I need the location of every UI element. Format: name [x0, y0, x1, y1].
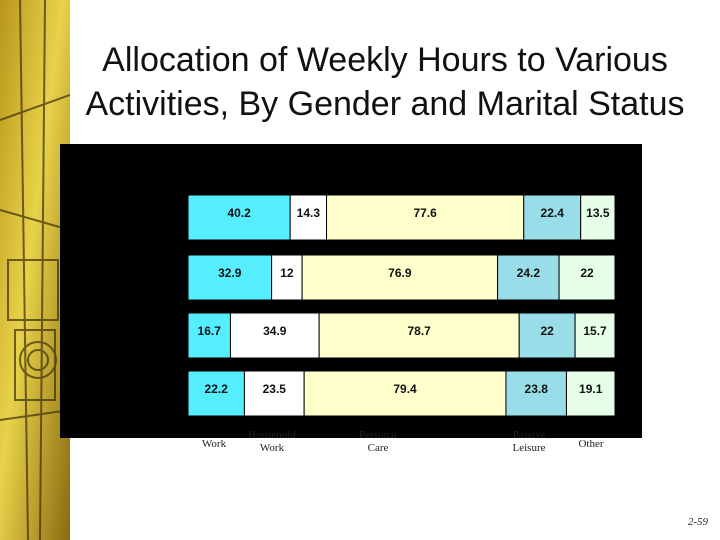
bar-passive-leisure-row-2: [497, 254, 560, 301]
value-label-other-row-3: 15.7: [583, 324, 607, 338]
value-label-personal-care-row-1: 77.6: [413, 206, 437, 220]
bar-personal-care-row-1: [326, 194, 525, 241]
value-label-passive-leisure-row-4: 23.8: [525, 382, 549, 396]
title-line-2: Activities, By Gender and Marital Status: [85, 85, 685, 123]
value-label-passive-leisure-row-1: 22.4: [541, 206, 565, 220]
bar-household-work-row-4: [243, 370, 305, 417]
bar-other-row-3: [574, 312, 616, 359]
bar-personal-care-row-3: [318, 312, 520, 359]
bar-work-row-3: [187, 312, 231, 359]
value-label-work-row-1: 40.2: [227, 206, 251, 220]
value-label-other-row-2: 22: [580, 266, 594, 280]
value-label-personal-care-row-4: 79.4: [393, 382, 417, 396]
bar-work-row-4: [187, 370, 245, 417]
bar-household-work-row-3: [229, 312, 320, 359]
value-label-household-work-row-2: 12: [280, 266, 294, 280]
legend-label-other: Other: [578, 438, 603, 450]
decorative-side-image: [0, 0, 70, 540]
bar-other-row-1: [580, 194, 616, 241]
legend-label-personal-care: Personal Care: [359, 429, 397, 454]
value-label-household-work-row-1: 14.3: [297, 206, 321, 220]
value-label-work-row-4: 22.2: [205, 382, 229, 396]
bar-other-row-4: [565, 370, 616, 417]
bar-work-row-1: [187, 194, 291, 241]
bar-passive-leisure-row-3: [518, 312, 576, 359]
legend-label-passive-leisure: Passive Leisure: [513, 429, 546, 454]
legend-label-household-work: Household Work: [248, 429, 296, 454]
value-label-household-work-row-4: 23.5: [263, 382, 287, 396]
value-label-work-row-2: 32.9: [218, 266, 242, 280]
value-label-passive-leisure-row-2: 24.2: [517, 266, 541, 280]
page-number: 2-59: [687, 516, 708, 528]
title-line-1: Allocation of Weekly Hours to Various: [102, 41, 668, 79]
bar-passive-leisure-row-4: [505, 370, 567, 417]
value-label-household-work-row-3: 34.9: [263, 324, 287, 338]
value-label-personal-care-row-2: 76.9: [388, 266, 412, 280]
value-label-personal-care-row-3: 78.7: [407, 324, 431, 338]
value-label-work-row-3: 16.7: [198, 324, 222, 338]
bar-household-work-row-2: [271, 254, 303, 301]
value-label-passive-leisure-row-3: 22: [540, 324, 554, 338]
value-label-other-row-1: 13.5: [586, 206, 610, 220]
legend-label-work: Work: [202, 438, 227, 450]
slide-title: Allocation of Weekly Hours to Various Ac…: [60, 38, 710, 126]
value-label-other-row-4: 19.1: [579, 382, 603, 396]
bar-personal-care-row-4: [303, 370, 507, 417]
bar-other-row-2: [558, 254, 616, 301]
